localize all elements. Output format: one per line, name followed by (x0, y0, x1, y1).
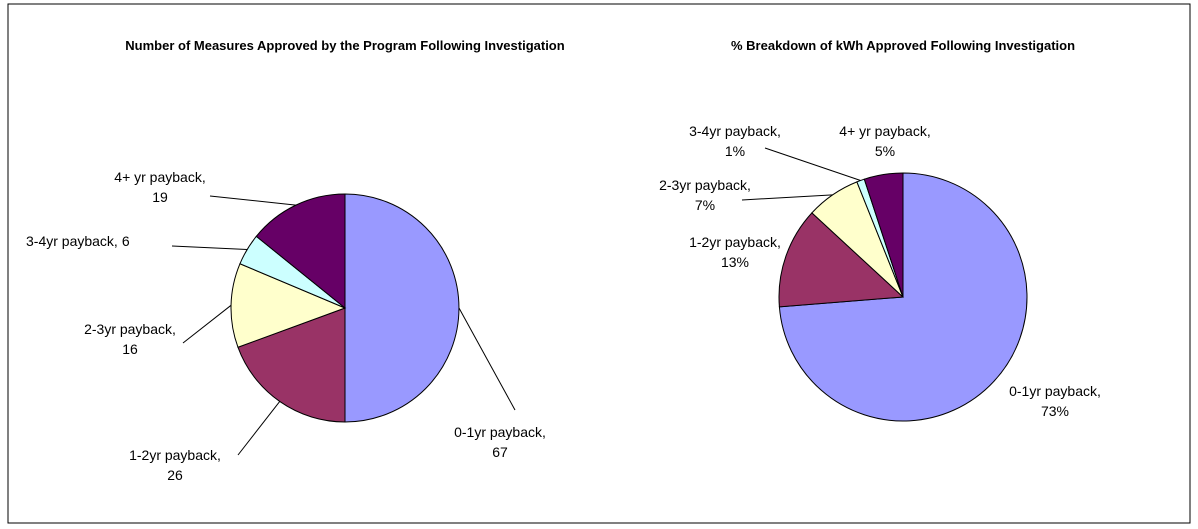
pie-slice (778, 212, 905, 308)
frame (7, 3, 1191, 524)
leader-line (209, 195, 296, 206)
leader-line (171, 245, 248, 250)
slice-value: 19 (152, 189, 168, 205)
slice-label: 4+ yr payback, (839, 123, 930, 139)
slice-label: 3-4yr payback, (26, 233, 118, 249)
slice-label: 1-2yr payback, (689, 234, 781, 250)
slice-label: 2-3yr payback, (84, 321, 176, 337)
slice-value: 1% (725, 143, 745, 159)
slice-value: 6 (122, 233, 130, 249)
chart-title: Number of Measures Approved by the Progr… (125, 38, 564, 53)
slice-label: 1-2yr payback, (129, 447, 221, 463)
leader-line (237, 401, 281, 456)
slice-label: 0-1yr payback, (454, 424, 546, 440)
slice-label: 3-4yr payback, (689, 123, 781, 139)
leader-line (764, 147, 861, 181)
pie-slice (863, 172, 904, 298)
slice-value: 7% (695, 197, 715, 213)
slice-label: 4+ yr payback, (114, 169, 205, 185)
slice-label: 2-3yr payback, (659, 177, 751, 193)
leader-line (741, 194, 833, 201)
slice-value: 73% (1041, 403, 1069, 419)
slice-value: 26 (167, 467, 183, 483)
slice-value: 5% (875, 143, 895, 159)
leader-line (182, 304, 232, 344)
leader-line (458, 307, 516, 411)
pie-slice (344, 193, 460, 423)
pie-slice (237, 307, 346, 423)
chart-title: % Breakdown of kWh Approved Following In… (731, 38, 1075, 53)
slice-value: 67 (492, 444, 508, 460)
slice-value: 13% (721, 254, 749, 270)
slice-label: 0-1yr payback, (1009, 383, 1101, 399)
slice-value: 16 (122, 341, 138, 357)
